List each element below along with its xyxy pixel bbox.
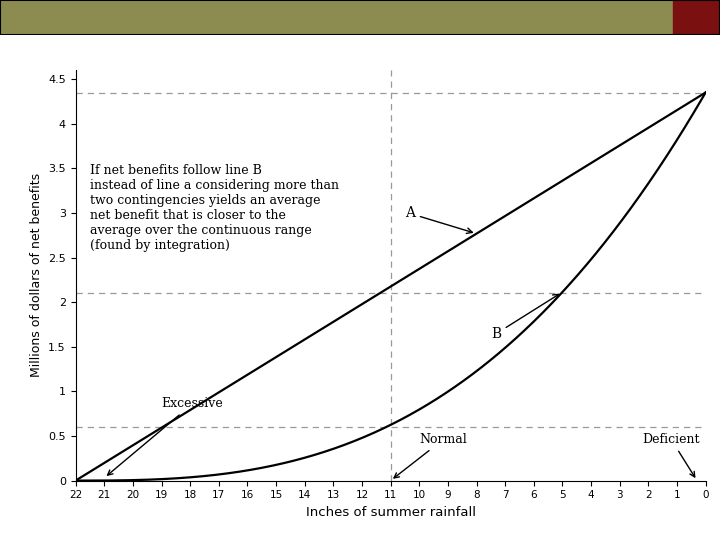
Bar: [673, 0, 720, 35]
Text: A: A: [405, 206, 472, 233]
Text: Excessive: Excessive: [107, 397, 223, 475]
Text: Deficient: Deficient: [643, 433, 700, 477]
Y-axis label: Millions of dollars of net benefits: Millions of dollars of net benefits: [30, 173, 42, 377]
Text: Normal: Normal: [394, 433, 467, 478]
X-axis label: Inches of summer rainfall: Inches of summer rainfall: [305, 506, 476, 519]
Text: B: B: [491, 294, 559, 341]
Text: If net benefits follow line B
instead of line a considering more than
two contin: If net benefits follow line B instead of…: [90, 164, 339, 252]
